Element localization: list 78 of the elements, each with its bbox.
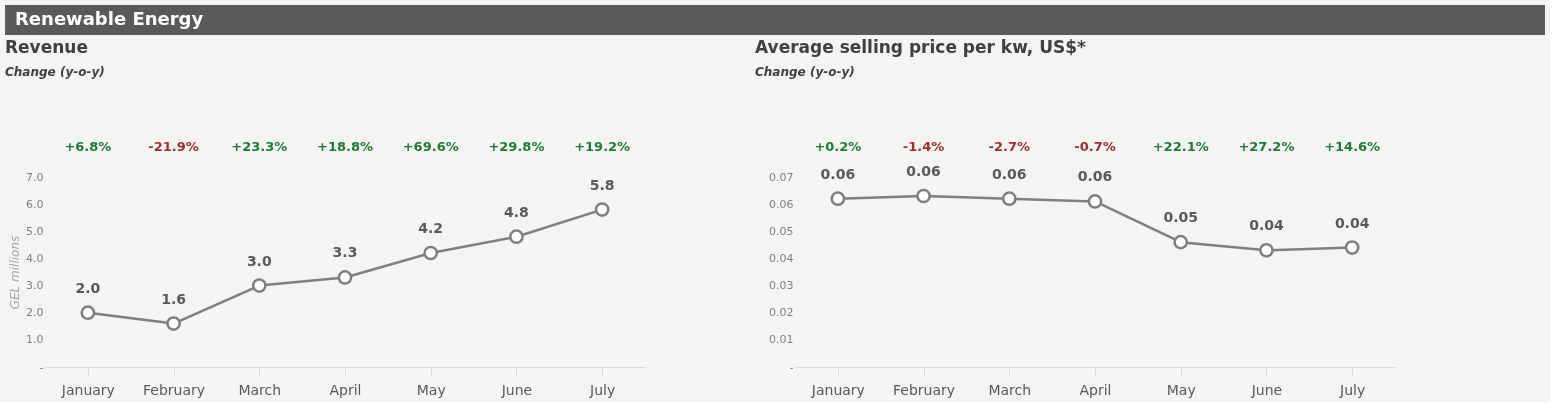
y-tick-label: 0.02 <box>769 306 794 320</box>
data-label: 0.05 <box>1163 209 1198 226</box>
x-tick-label: January <box>60 381 115 398</box>
text: +69.6% <box>402 139 459 154</box>
data-label: 5.8 <box>589 176 615 193</box>
y-tick-label: 0.04 <box>769 251 794 265</box>
data-label: 1.6 <box>161 290 186 307</box>
text: Renewable Energy <box>15 8 204 29</box>
text: +18.8% <box>317 139 373 154</box>
data-label: 0.06 <box>1077 168 1113 185</box>
point <box>423 245 439 261</box>
text: -0.7% <box>1074 139 1116 154</box>
x-tick-label: July <box>589 381 616 398</box>
y-tick-label: 7.0 <box>26 170 44 184</box>
y-tick-label: 2.0 <box>26 306 44 320</box>
data-label: 0.06 <box>906 163 941 179</box>
y-tick-label: 0.05 <box>769 224 794 238</box>
x-tick-label: February <box>893 381 956 398</box>
data-label: 0.04 <box>1249 217 1284 234</box>
data-label: 4.8 <box>504 203 529 220</box>
chart-title: Average selling price per kw, US$* <box>755 37 1087 57</box>
y-tick-label: 0.01 <box>769 333 794 347</box>
y-tick-label: 3.0 <box>26 279 44 293</box>
point <box>1259 242 1274 258</box>
x-tick-label: February <box>143 381 206 398</box>
point <box>1001 191 1017 207</box>
x-tick-label: May <box>1166 381 1196 398</box>
x-tick-label: April <box>1079 381 1112 398</box>
point <box>166 316 181 331</box>
data-label: 4.2 <box>418 220 444 236</box>
y-tick-label: 0.07 <box>769 170 794 184</box>
y-tick-label: 0.03 <box>769 279 794 293</box>
text: +22.1% <box>1152 139 1209 154</box>
data-label: 0.06 <box>992 165 1027 182</box>
point <box>594 202 610 217</box>
y-axis-title: GEL millions <box>8 235 23 310</box>
chart-subtitle: Change (y-o-y) <box>5 65 105 79</box>
text: -21.9% <box>148 139 199 154</box>
y-tick-label: 0.06 <box>769 197 794 211</box>
chart-title: Revenue <box>5 37 88 57</box>
text: +19.2% <box>574 139 631 154</box>
point <box>1087 194 1103 209</box>
chart-subtitle: Change (y-o-y) <box>755 65 855 79</box>
point <box>916 188 931 204</box>
y-tick-label: - <box>789 360 794 374</box>
y-tick-label: 6.0 <box>26 197 44 211</box>
y-tick-label: 1.0 <box>26 333 44 347</box>
point <box>251 278 267 293</box>
text: +14.6% <box>1324 139 1381 154</box>
point <box>80 305 96 321</box>
x-tick-label: April <box>329 381 362 398</box>
text: +23.3% <box>231 139 288 154</box>
point <box>509 229 524 245</box>
x-tick-label: July <box>1339 381 1366 398</box>
text: -2.7% <box>988 139 1031 154</box>
x-tick-label: January <box>810 381 865 398</box>
y-tick-label: 5.0 <box>26 224 44 238</box>
data-label: 3.0 <box>246 252 272 269</box>
x-tick-label: May <box>416 381 446 398</box>
point <box>830 191 846 207</box>
text: -1.4% <box>902 139 945 154</box>
data-label: 0.06 <box>820 165 856 182</box>
data-label: 2.0 <box>75 279 101 296</box>
data-label: 0.04 <box>1334 214 1370 231</box>
data-label: 3.3 <box>332 244 358 261</box>
point <box>1173 234 1189 250</box>
text: +27.2% <box>1238 139 1295 154</box>
y-tick-label: 4.0 <box>26 251 44 265</box>
x-tick-label: March <box>988 381 1032 398</box>
text: +0.2% <box>814 139 862 154</box>
point <box>1344 240 1360 255</box>
point <box>337 270 353 285</box>
text: +6.8% <box>64 139 112 154</box>
x-tick-label: June <box>500 381 533 398</box>
y-tick-label: - <box>39 360 44 374</box>
x-tick-label: June <box>1250 381 1283 398</box>
text: +29.8% <box>488 139 545 154</box>
x-tick-label: March <box>238 381 282 398</box>
